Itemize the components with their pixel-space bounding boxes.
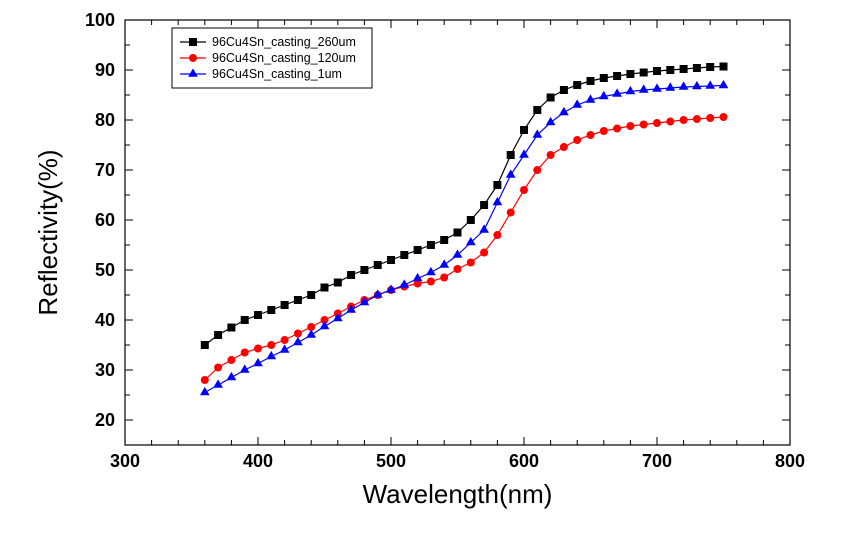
y-tick-label: 90 [95,60,115,80]
y-tick-label: 30 [95,360,115,380]
legend-label: 96Cu4Sn_casting_120um [212,51,356,65]
x-tick-label: 500 [376,451,406,471]
x-tick-label: 300 [110,451,140,471]
legend: 96Cu4Sn_casting_260um 96Cu4Sn_casting_120… [172,28,372,88]
chart-container: 300 400 500 600 700 800 20 30 40 50 60 70 80 90 100 Wav… [0,0,865,537]
y-tick-label: 20 [95,410,115,430]
y-tick-label: 100 [85,10,115,30]
y-tick-label: 40 [95,310,115,330]
y-tick-label: 70 [95,160,115,180]
y-tick-label: 60 [95,210,115,230]
y-tick-label: 50 [95,260,115,280]
y-tick-label: 80 [95,110,115,130]
legend-label: 96Cu4Sn_casting_260um [212,35,356,49]
x-tick-label: 700 [642,451,672,471]
x-tick-label: 600 [509,451,539,471]
legend-label: 96Cu4Sn_casting_1um [212,67,342,81]
x-axis-label: Wavelength(nm) [363,479,553,509]
x-tick-label: 400 [243,451,273,471]
reflectivity-chart: 300 400 500 600 700 800 20 30 40 50 60 70 80 90 100 Wav… [0,0,865,537]
x-tick-label: 800 [775,451,805,471]
y-axis-label: Reflectivity(%) [33,149,63,315]
